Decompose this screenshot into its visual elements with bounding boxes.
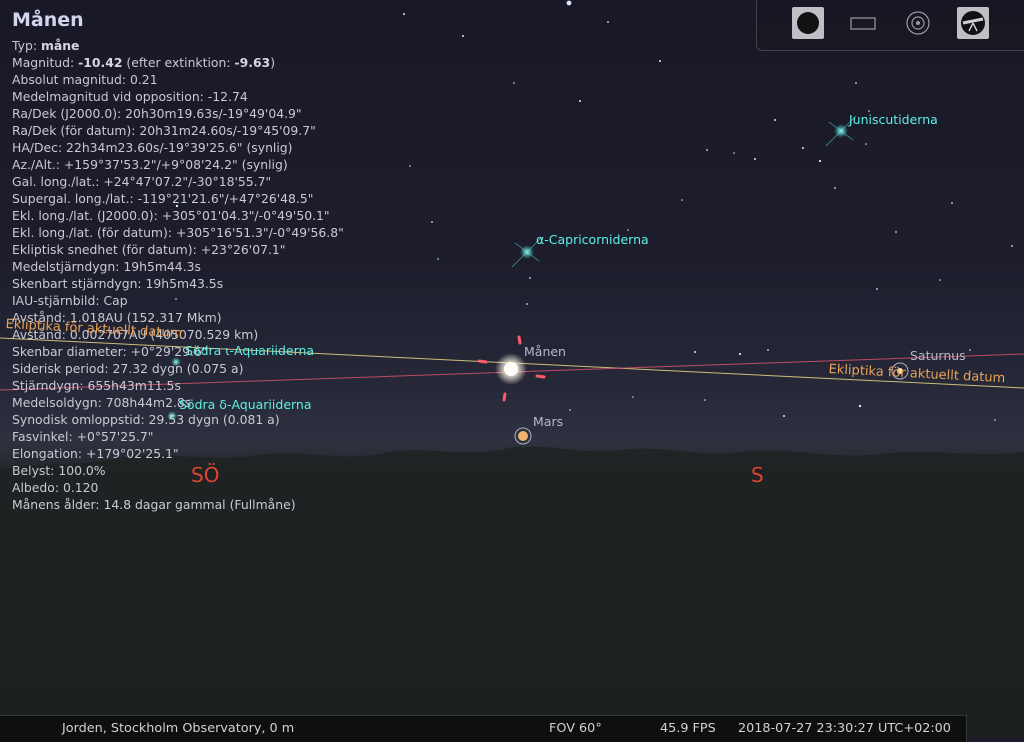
label-juniscutiderna[interactable]: Juniscutiderna bbox=[849, 112, 938, 127]
moon-object[interactable] bbox=[495, 353, 527, 385]
info-line: Absolut magnitud: 0.21 bbox=[12, 72, 158, 87]
info-line: Medelsoldygn: 708h44m2.8s bbox=[12, 395, 192, 410]
info-line: Magnitud: -10.42 (efter extinktion: -9.6… bbox=[12, 55, 276, 70]
telescope-icon bbox=[961, 11, 985, 35]
info-line: Medelstjärndygn: 19h5m44.3s bbox=[12, 259, 201, 274]
info-line: Albedo: 0.120 bbox=[12, 480, 99, 495]
toolbar-button-1[interactable] bbox=[792, 7, 824, 39]
compass-south: S bbox=[751, 463, 764, 487]
status-fov: FOV 60° bbox=[549, 721, 602, 736]
object-title: Månen bbox=[12, 9, 84, 31]
radiant-delta-aquariiderna[interactable] bbox=[167, 411, 177, 421]
info-line: Skenbart stjärndygn: 19h5m43.5s bbox=[12, 276, 224, 291]
star-field bbox=[175, 0, 1013, 421]
info-line: Ekliptisk snedhet (för datum): +23°26'07… bbox=[12, 242, 286, 257]
toolbar-button-2[interactable] bbox=[847, 7, 879, 39]
status-datetime[interactable]: 2018-07-27 23:30:27 UTC+02:00 bbox=[738, 721, 951, 736]
compass-southeast: SÖ bbox=[191, 463, 220, 487]
label-capricorniderna[interactable]: α-Capricorniderna bbox=[536, 232, 649, 247]
radiant-iota-aquariiderna[interactable] bbox=[171, 357, 181, 367]
object-info-lines: Typ: måne Magnitud: -10.42 (efter extinkt… bbox=[12, 37, 372, 513]
saturnus-object[interactable] bbox=[891, 362, 909, 380]
info-line: Supergal. long./lat.: -119°21'21.6"/+47°… bbox=[12, 191, 314, 206]
info-line: Siderisk period: 27.32 dygn (0.075 a) bbox=[12, 361, 244, 376]
info-line: Ra/Dek (för datum): 20h31m24.60s/-19°45'… bbox=[12, 123, 316, 138]
toolbar-button-4[interactable] bbox=[957, 7, 989, 39]
radiant-capricorniderna[interactable] bbox=[511, 236, 543, 268]
label-delta-aquariiderna[interactable]: Södra δ-Aquariiderna bbox=[179, 397, 312, 412]
info-line: Fasvinkel: +0°57'25.7" bbox=[12, 429, 154, 444]
label-saturnus[interactable]: Saturnus bbox=[910, 348, 966, 363]
object-info-panel: Månen Typ: måne Magnitud: -10.42 (efter e… bbox=[12, 9, 372, 513]
toolbar-button-3[interactable] bbox=[902, 7, 934, 39]
mars-object[interactable] bbox=[514, 427, 532, 445]
filled-circle-icon bbox=[797, 12, 819, 34]
info-line: HA/Dec: 22h34m23.60s/-19°39'25.6" (synli… bbox=[12, 140, 293, 155]
info-line: Medelmagnitud vid opposition: -12.74 bbox=[12, 89, 248, 104]
info-line: Månens ålder: 14.8 dagar gammal (Fullmån… bbox=[12, 497, 296, 512]
horizon-treeline bbox=[0, 446, 1024, 738]
info-line: Az./Alt.: +159°37'53.2"/+9°08'24.2" (syn… bbox=[12, 157, 288, 172]
info-line: Ra/Dek (J2000.0): 20h30m19.63s/-19°49'04… bbox=[12, 106, 302, 121]
selection-marker bbox=[477, 335, 546, 402]
info-line: Belyst: 100.0% bbox=[12, 463, 106, 478]
info-line: Ekl. long./lat. (J2000.0): +305°01'04.3"… bbox=[12, 208, 330, 223]
target-icon bbox=[906, 11, 930, 35]
rectangle-icon bbox=[850, 17, 876, 30]
info-line: Avstånd: 0.002707AU (405070.529 km) bbox=[12, 327, 259, 342]
info-line: Elongation: +179°02'25.1" bbox=[12, 446, 179, 461]
view-toolbar bbox=[756, 0, 1024, 51]
info-line: Stjärndygn: 655h43m11.5s bbox=[12, 378, 181, 393]
info-line: Typ: måne bbox=[12, 38, 80, 53]
info-line: Ekl. long./lat. (för datum): +305°16'51.… bbox=[12, 225, 344, 240]
label-iota-aquariiderna[interactable]: Södra ι-Aquariiderna bbox=[185, 343, 315, 358]
info-line: Gal. long./lat.: +24°47'07.2"/-30°18'55.… bbox=[12, 174, 272, 189]
info-line: IAU-stjärnbild: Cap bbox=[12, 293, 128, 308]
label-moon[interactable]: Månen bbox=[524, 344, 566, 359]
radiant-juniscutiderna[interactable] bbox=[825, 115, 857, 147]
label-mars[interactable]: Mars bbox=[533, 414, 564, 429]
info-line: Skenbar diameter: +0°29'29.6" bbox=[12, 344, 208, 359]
status-fps: 45.9 FPS bbox=[660, 721, 716, 736]
info-line: Avstånd: 1.018AU (152.317 Mkm) bbox=[12, 310, 222, 325]
status-location[interactable]: Jorden, Stockholm Observatory, 0 m bbox=[62, 721, 295, 736]
info-line: Synodisk omloppstid: 29.53 dygn (0.081 a… bbox=[12, 412, 280, 427]
